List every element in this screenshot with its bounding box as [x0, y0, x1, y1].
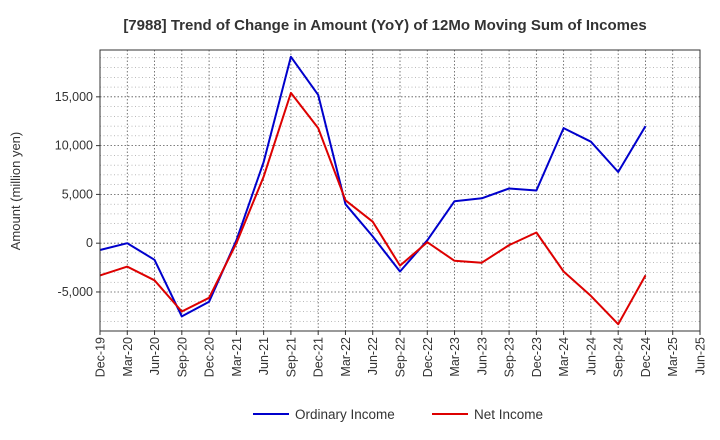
- x-tick-label: Jun-20: [148, 337, 162, 375]
- x-tick-label: Mar-23: [448, 337, 462, 377]
- x-tick-label: Jun-22: [366, 337, 380, 375]
- legend-label: Ordinary Income: [295, 407, 395, 422]
- y-tick-label: -5,000: [58, 285, 93, 299]
- x-tick-label: Sep-20: [175, 337, 189, 377]
- x-tick-label: Jun-23: [475, 337, 489, 375]
- x-tick-label: Sep-24: [612, 337, 626, 377]
- y-tick-label: 5,000: [62, 187, 93, 201]
- y-axis-title: Amount (million yen): [8, 132, 23, 251]
- x-tick-label: Jun-24: [584, 337, 598, 375]
- x-tick-label: Dec-23: [530, 337, 544, 377]
- x-tick-label: Mar-25: [666, 337, 680, 377]
- series-layer: [99, 55, 647, 326]
- series-line: [99, 55, 647, 318]
- x-tick-label: Sep-22: [394, 337, 408, 377]
- x-tick-label: Jun-21: [257, 337, 271, 375]
- legend: Ordinary Income Net Income: [253, 407, 543, 422]
- chart-title: [7988] Trend of Change in Amount (YoY) o…: [123, 17, 646, 34]
- x-tick-label: Mar-22: [339, 337, 353, 377]
- x-tick-label: Dec-24: [639, 337, 653, 377]
- y-tick-label: 15,000: [55, 90, 93, 104]
- y-tick-label: 10,000: [55, 139, 93, 153]
- x-tick-label: Sep-21: [284, 337, 298, 377]
- x-tick-label: Mar-24: [557, 337, 571, 377]
- x-tick-label: Sep-23: [503, 337, 517, 377]
- legend-label: Net Income: [474, 407, 543, 422]
- x-tick-label: Dec-19: [94, 337, 108, 377]
- series-line: [99, 91, 647, 326]
- y-axis-ticks: -5,000 0 5,000 10,000 15,000: [55, 90, 100, 299]
- y-tick-label: 0: [86, 236, 93, 250]
- x-axis-ticks: Dec-19 Mar-20 Jun-20 Sep-20 Dec-20 Mar-21 Jun-…: [94, 331, 708, 377]
- x-tick-label: Dec-22: [421, 337, 435, 377]
- x-tick-label: Jun-25: [694, 337, 708, 375]
- x-tick-label: Mar-20: [121, 337, 135, 377]
- x-tick-label: Mar-21: [230, 337, 244, 377]
- x-tick-label: Dec-20: [203, 337, 217, 377]
- x-tick-label: Dec-21: [312, 337, 326, 377]
